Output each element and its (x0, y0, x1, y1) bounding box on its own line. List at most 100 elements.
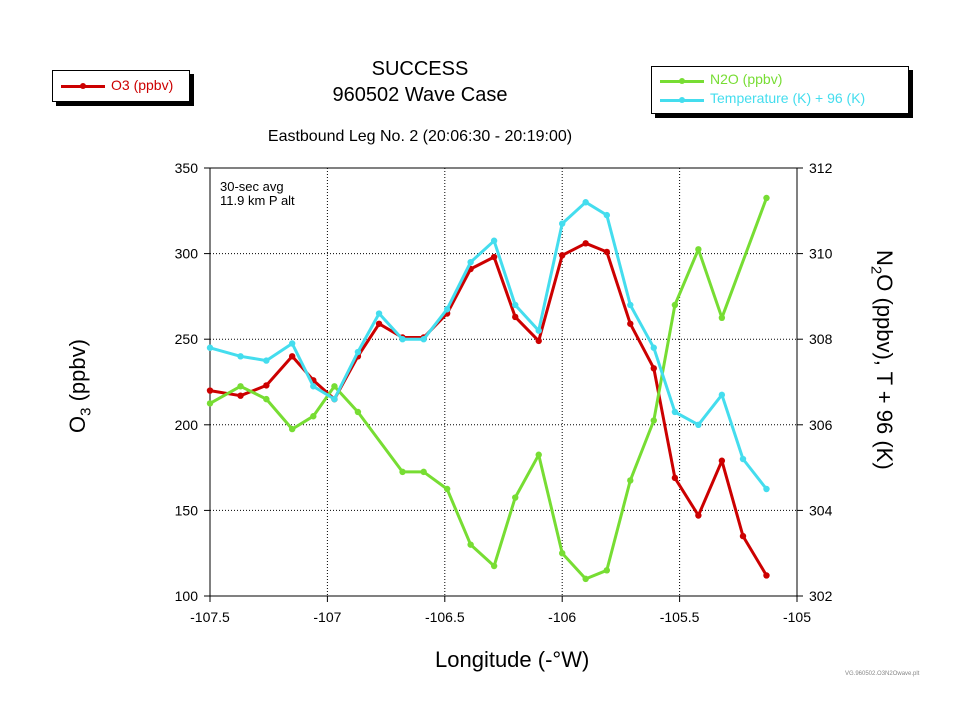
series-point-2 (467, 258, 474, 266)
series-point-1 (263, 395, 270, 403)
annotation-avg: 30-sec avg (220, 179, 284, 194)
series-point-0 (237, 392, 244, 399)
series-point-2 (559, 220, 566, 227)
series-point-1 (331, 383, 338, 390)
series-point-2 (206, 344, 214, 351)
series-point-1 (512, 494, 519, 501)
series-point-1 (603, 567, 611, 574)
series-point-0 (375, 320, 383, 327)
y-axis-left-label: O3 (ppbv) (65, 339, 94, 433)
series-point-2 (443, 306, 451, 313)
series-point-1 (443, 485, 451, 493)
series-point-1 (288, 425, 296, 433)
series-point-2 (695, 421, 702, 428)
series-point-2 (354, 348, 362, 356)
x-axis-label: Longitude (-°W) (435, 647, 590, 672)
series-point-2 (535, 327, 542, 334)
series-point-1 (582, 575, 589, 583)
series-point-1 (237, 383, 244, 390)
series-point-1 (399, 468, 406, 476)
annotation-alt: 11.9 km P alt (220, 193, 295, 208)
series-point-0 (718, 457, 726, 464)
series-point-2 (399, 336, 406, 343)
series-point-2 (627, 301, 634, 309)
series-point-1 (671, 301, 679, 309)
series-point-2 (288, 340, 296, 347)
y-left-tick-label: 150 (175, 502, 199, 518)
x-tick-label: -106.5 (425, 609, 465, 625)
series-point-2 (739, 455, 747, 463)
legend-left: O3 (ppbv) (52, 70, 190, 102)
series-point-2 (310, 383, 317, 390)
chart-subtitle: 960502 Wave Case (332, 84, 508, 106)
legend-temp-marker (679, 97, 685, 103)
y-left-tick-label: 200 (175, 417, 199, 433)
series-point-1 (695, 246, 702, 253)
series-point-0 (206, 387, 214, 394)
y-left-label-rest: (ppbv) (65, 339, 90, 408)
series-point-1 (535, 451, 542, 458)
y-right-label-rest: O (ppbv), T + 96 (K) (872, 274, 897, 470)
series-point-2 (420, 336, 427, 343)
y-left-tick-label: 300 (175, 246, 199, 262)
y-right-tick-label: 308 (809, 331, 833, 347)
y-right-tick-label: 302 (809, 588, 833, 604)
series-point-0 (582, 240, 589, 247)
series-point-1 (310, 413, 317, 420)
series-point-0 (288, 353, 296, 360)
series-point-2 (763, 485, 770, 493)
series-point-2 (650, 344, 657, 351)
series-point-2 (263, 357, 270, 364)
y-left-label-sub: 3 (77, 407, 95, 416)
y-left-tick-label: 250 (175, 331, 199, 347)
series-point-1 (559, 550, 566, 557)
series-point-1 (650, 417, 657, 424)
series-point-0 (490, 253, 498, 261)
y-right-tick-label: 304 (809, 502, 833, 518)
series-point-0 (603, 248, 611, 256)
series-point-0 (650, 365, 657, 372)
legend-o3-label: O3 (ppbv) (111, 77, 174, 93)
y-left-tick-label: 100 (175, 588, 199, 604)
y-left-label-base: O (65, 415, 90, 433)
series-point-0 (627, 320, 634, 327)
y-right-tick-label: 306 (809, 417, 833, 433)
series-point-0 (535, 337, 542, 345)
chart-title: SUCCESS (371, 58, 469, 80)
series-point-1 (763, 194, 770, 202)
series-point-2 (582, 199, 589, 206)
series-point-2 (375, 310, 383, 317)
series-point-0 (739, 532, 747, 540)
series-point-1 (718, 314, 726, 321)
series-point-1 (206, 400, 214, 407)
y-right-label-sub: 2 (867, 265, 885, 275)
x-tick-label: -105 (783, 609, 811, 625)
leg-title: Eastbound Leg No. 2 (20:06:30 - 20:19:00… (267, 128, 573, 145)
series-point-2 (603, 211, 611, 219)
legend-n2o-label: N2O (ppbv) (710, 71, 783, 87)
series-point-0 (263, 382, 270, 389)
series-point-0 (671, 474, 679, 482)
series-point-0 (512, 313, 519, 321)
y-left-tick-label: 350 (175, 160, 199, 176)
series-point-2 (490, 237, 498, 244)
series-point-1 (490, 562, 498, 570)
y-right-tick-label: 312 (809, 160, 833, 176)
series-point-0 (695, 512, 702, 519)
x-tick-label: -106 (548, 609, 576, 625)
series-point-1 (627, 477, 634, 484)
y-axis-right-label: N2O (ppbv), T + 96 (K) (868, 250, 897, 470)
plot-frame (209, 167, 798, 597)
series-point-1 (354, 408, 362, 416)
legend-n2o-marker (679, 78, 685, 84)
legend-o3-marker (80, 83, 86, 89)
series-point-1 (467, 541, 474, 548)
y-right-label-base: N (872, 250, 897, 266)
series-point-2 (671, 408, 679, 416)
x-tick-label: -107 (313, 609, 341, 625)
series-point-2 (237, 353, 244, 360)
x-tick-label: -107.5 (190, 609, 230, 625)
series-point-0 (559, 252, 566, 259)
legend-right: N2O (ppbv) Temperature (K) + 96 (K) (651, 66, 909, 114)
